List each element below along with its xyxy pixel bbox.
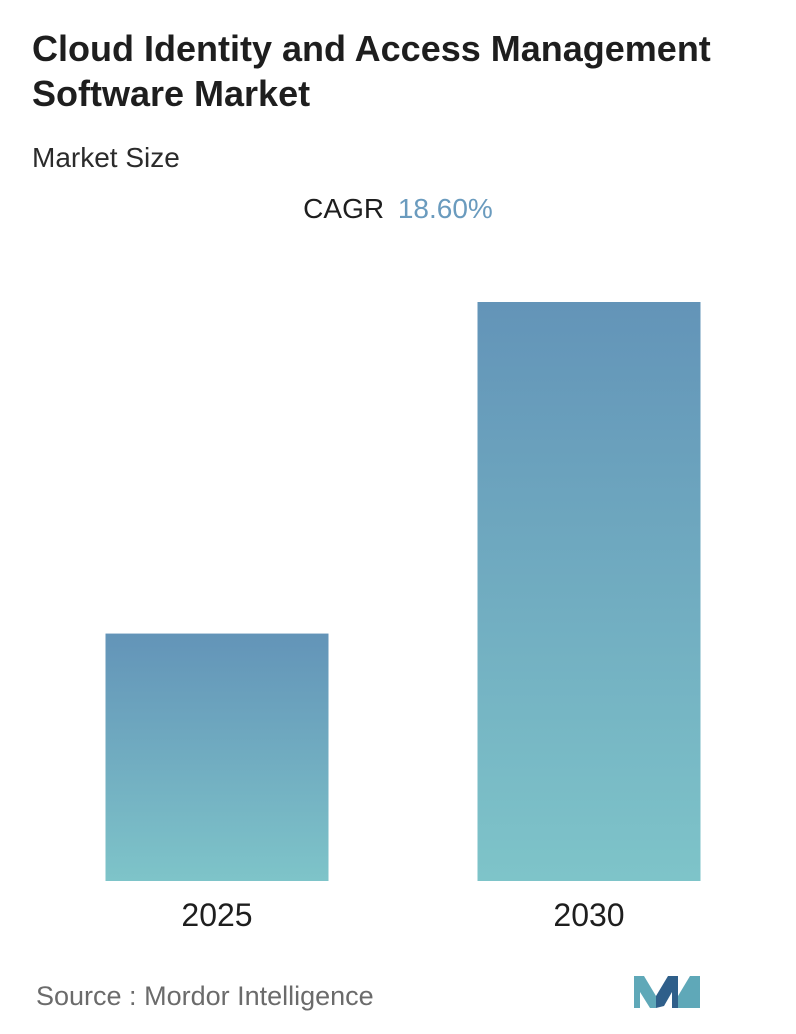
mordor-intelligence-logo-icon	[634, 976, 700, 1008]
bars-group	[105, 302, 701, 881]
bar-2030	[477, 302, 701, 881]
cagr-value: 18.60%	[397, 193, 493, 224]
chart-title: Cloud Identity and Access Management Sof…	[32, 28, 711, 114]
cagr-line: CAGR 18.60%	[0, 192, 796, 226]
bar-chart: 2025 2030	[105, 302, 701, 933]
source-note: Source : Mordor Intelligence	[36, 980, 374, 1012]
bar-2025	[105, 633, 329, 881]
source-label: Source :	[36, 981, 137, 1011]
source-name: Mordor Intelligence	[144, 981, 374, 1011]
x-tick-labels: 2025 2030	[181, 897, 624, 933]
x-tick-label: 2030	[553, 897, 624, 933]
x-tick-label: 2025	[181, 897, 252, 933]
chart-subtitle: Market Size	[32, 142, 180, 173]
cagr-label: CAGR	[303, 193, 385, 224]
